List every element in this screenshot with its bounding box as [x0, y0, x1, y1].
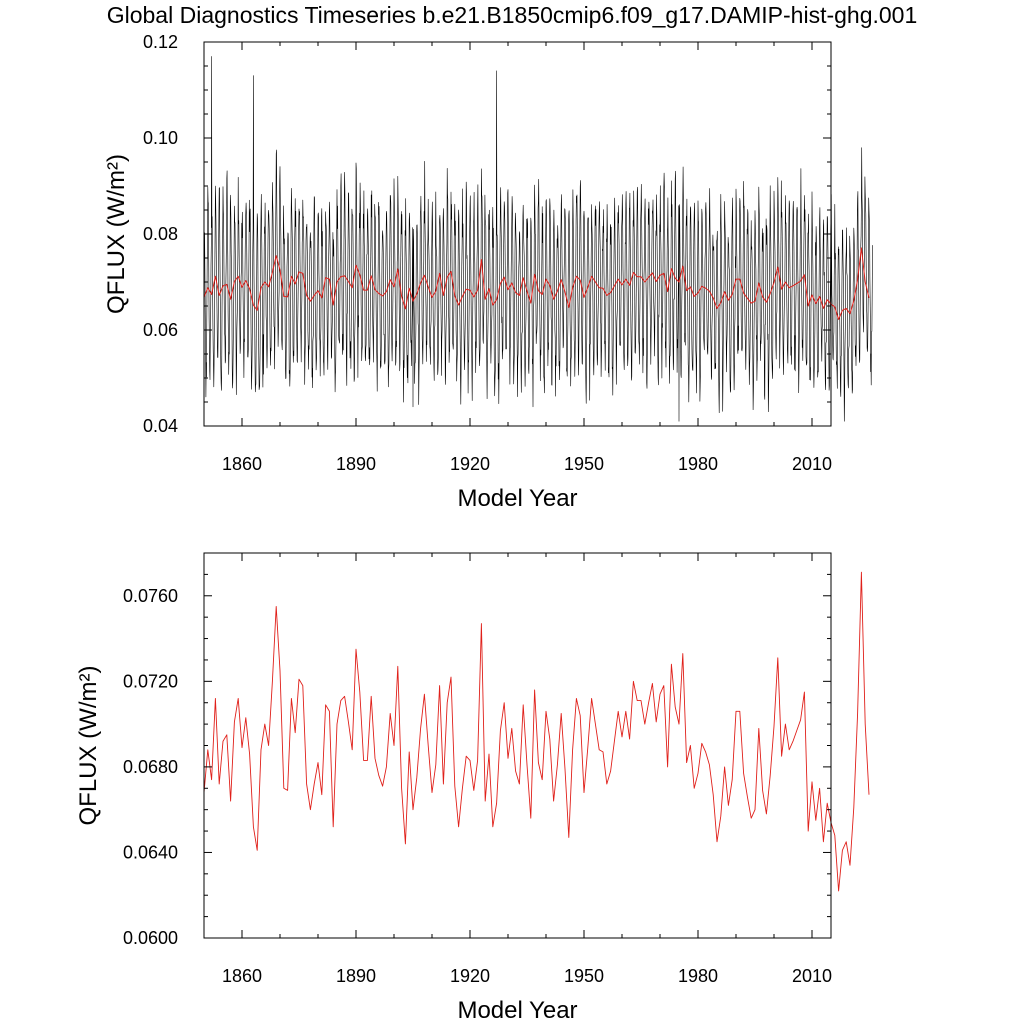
x-tick-label: 1890 — [336, 454, 376, 474]
bottom-panel: 1860 1890 1920 1950 1980 2010 0.0600 0.0640 0.06… — [75, 552, 870, 1024]
y-axis-title: QFLUX (W/m²) — [75, 666, 102, 826]
top-panel: 1860 1890 1920 1950 1980 2010 0.04 0.06 0.08 0.10… — [103, 32, 873, 512]
annual-series-line — [203, 247, 870, 320]
annual-mean-line — [203, 571, 870, 892]
y-tick-label: 0.0720 — [123, 671, 178, 691]
monthly-line — [203, 56, 873, 422]
x-tick-label: 1890 — [336, 966, 376, 986]
y-tick-label: 0.10 — [143, 128, 178, 148]
chart-title: Global Diagnostics Timeseries b.e21.B185… — [106, 2, 918, 28]
bottom-panel-axes: 1860 1890 1920 1950 1980 2010 0.0600 0.0640 0.06… — [75, 552, 832, 1024]
x-tick-label: 1950 — [564, 966, 604, 986]
plot-frame — [203, 552, 832, 939]
y-tick-label: 0.06 — [143, 320, 178, 340]
y-tick-label: 0.0680 — [123, 757, 178, 777]
annual-series-line — [203, 571, 870, 892]
x-tick-label: 1860 — [222, 454, 262, 474]
x-tick-label: 1920 — [450, 966, 490, 986]
y-tick-label: 0.12 — [143, 32, 178, 52]
x-tick-label: 1980 — [678, 966, 718, 986]
x-tick-label: 1920 — [450, 454, 490, 474]
y-tick-label: 0.0640 — [123, 842, 178, 862]
y-tick-label: 0.0600 — [123, 928, 178, 948]
top-panel-axes: 1860 1890 1920 1950 1980 2010 0.04 0.06 0.08 0.10… — [103, 32, 832, 512]
x-axis-title: Model Year — [457, 997, 577, 1024]
x-tick-label: 1980 — [678, 454, 718, 474]
x-tick-label: 1950 — [564, 454, 604, 474]
y-tick-label: 0.04 — [143, 416, 178, 436]
x-tick-label: 1860 — [222, 966, 262, 986]
annual-mean-line — [203, 247, 870, 320]
monthly-series-line — [203, 56, 873, 422]
x-tick-label: 2010 — [792, 966, 832, 986]
x-tick-label: 2010 — [792, 454, 832, 474]
y-tick-label: 0.0760 — [123, 586, 178, 606]
x-axis-title: Model Year — [457, 485, 577, 512]
y-tick-label: 0.08 — [143, 224, 178, 244]
y-axis-title: QFLUX (W/m²) — [103, 154, 130, 314]
